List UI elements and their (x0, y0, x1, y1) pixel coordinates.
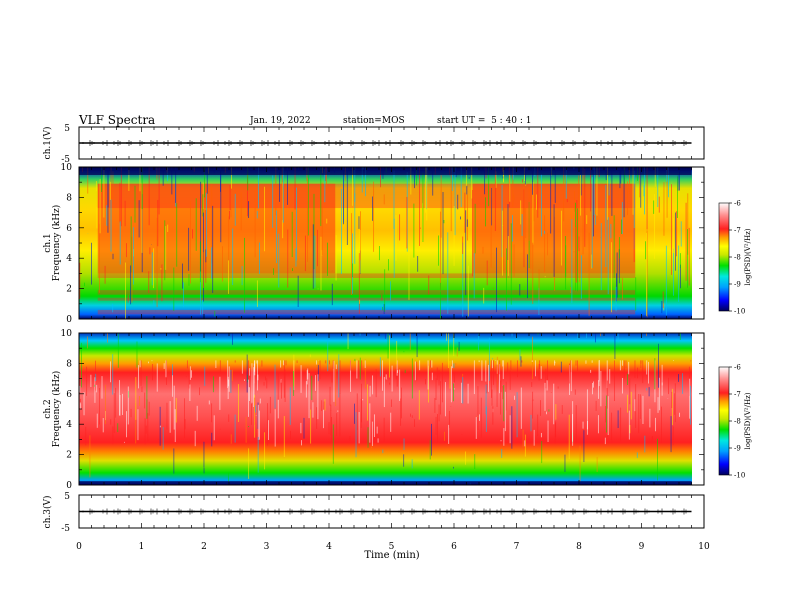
start-ut-label: start UT = 5 : 40 : 1 (437, 116, 532, 126)
ch3-voltage-ylabel: ch.3(V) (42, 496, 53, 529)
ch3-ytick-bottom: -5 (61, 524, 70, 534)
intense-band (97, 273, 636, 278)
time-tick-label: 0 (76, 542, 82, 552)
ch2-colorbar-ticks: -6 -7 -8 -9 -10 (729, 364, 745, 480)
colorbar-tick-label: -6 (734, 200, 741, 208)
time-tick-label: 8 (576, 542, 582, 552)
frequency-tick-label: 8 (66, 193, 72, 203)
station-label: station=MOS (343, 116, 405, 126)
ch3-voltage-ticks (78, 495, 705, 528)
bottom-edge-band (79, 481, 692, 486)
frequency-tick-label: 0 (66, 481, 72, 491)
colorbar-tick-label: -10 (734, 308, 745, 316)
intense-band (97, 297, 636, 301)
colorbar-tick-label: -9 (734, 281, 741, 289)
ch2-spectrogram-panel: 0 2 4 6 8 10 ch.2 Frequency (kHz) (43, 329, 705, 491)
frequency-tick-label: 2 (66, 451, 72, 461)
time-axis-label: Time (min) (364, 550, 419, 561)
ch1-spectrogram-ticks (78, 166, 705, 320)
ch2-frequency-label: Frequency (kHz) (51, 371, 62, 448)
intense-band (97, 309, 636, 315)
frequency-tick-label: 6 (66, 390, 72, 400)
frequency-tick-label: 10 (61, 163, 73, 173)
time-tick-label: 7 (514, 542, 520, 552)
time-tick-label: 6 (451, 542, 457, 552)
ch1-colorbar: -6 -7 -8 -9 -10 log(PSD)(V²/Hz) (718, 200, 752, 316)
colorbar-tick-label: -10 (734, 472, 745, 480)
ch1-voltage-trace (79, 140, 692, 146)
intense-band (97, 183, 636, 209)
time-tick-label: 3 (264, 542, 270, 552)
time-tick-label: 2 (201, 542, 207, 552)
time-tick-label: 4 (326, 542, 332, 552)
ch3-voltage-trace (79, 508, 692, 515)
ch2-spectrogram-ticks (78, 332, 705, 486)
time-tick-label: 10 (698, 542, 710, 552)
time-tick-label: 1 (139, 542, 145, 552)
ch2-colorbar: -6 -7 -8 -9 -10 log(PSD)(V²/Hz) (718, 364, 752, 480)
ch1-voltage-panel: 5 -5 ch.1(V) (42, 124, 705, 165)
figure-title: VLF Spectra (78, 113, 155, 127)
colorbar-tick-label: -7 (734, 391, 741, 399)
ch2-colorbar-label: log(PSD)(V²/Hz) (744, 392, 752, 449)
colorbar-tick-label: -8 (734, 418, 741, 426)
frequency-tick-label: 2 (66, 285, 72, 295)
ch1-voltage-ylabel: ch.1(V) (42, 127, 53, 160)
ch1-channel-label: ch.1 (43, 233, 53, 252)
colorbar-tick-label: -6 (734, 364, 741, 372)
ch1-ytick-bottom: -5 (61, 155, 70, 165)
ch1-frequency-tick-labels: 0 2 4 6 8 10 (61, 163, 73, 325)
colorbar-tick-label: -7 (734, 227, 741, 235)
ch1-frequency-label: Frequency (kHz) (51, 205, 62, 282)
frequency-tick-label: 0 (66, 315, 72, 325)
ch3-voltage-panel: 5 -5 ch.3(V) (42, 492, 705, 534)
ch2-channel-label: ch.2 (43, 399, 53, 418)
frequency-tick-label: 10 (61, 329, 73, 339)
date-label: Jan. 19, 2022 (249, 116, 311, 126)
frequency-tick-label: 6 (66, 224, 72, 234)
ch1-ytick-top: 5 (64, 124, 70, 134)
ch1-spectrogram-texture (78, 167, 692, 319)
time-tick-label: 5 (389, 542, 395, 552)
ch3-ytick-top: 5 (64, 492, 70, 502)
ch1-voltage-ticks (78, 127, 705, 159)
top-edge-band (79, 167, 692, 175)
ch2-frequency-tick-labels: 0 2 4 6 8 10 (61, 329, 73, 491)
intense-band (97, 290, 636, 295)
frequency-tick-label: 8 (66, 359, 72, 369)
ch1-colorbar-label: log(PSD)(V²/Hz) (744, 228, 752, 285)
ch1-colorbar-ticks: -6 -7 -8 -9 -10 (729, 200, 745, 316)
frequency-tick-label: 4 (66, 420, 72, 430)
frequency-tick-label: 4 (66, 254, 72, 264)
colorbar-tick-label: -9 (734, 445, 741, 453)
ch1-spectrogram-panel: 0 2 4 6 8 10 ch.1 Frequency (kHz) (43, 163, 705, 325)
time-tick-label: 9 (639, 542, 645, 552)
colorbar-tick-label: -8 (734, 254, 741, 262)
ch2-spectrogram-texture (78, 333, 692, 486)
time-axis-tick-labels: 0 1 2 3 4 5 6 7 8 9 10 (76, 542, 710, 552)
